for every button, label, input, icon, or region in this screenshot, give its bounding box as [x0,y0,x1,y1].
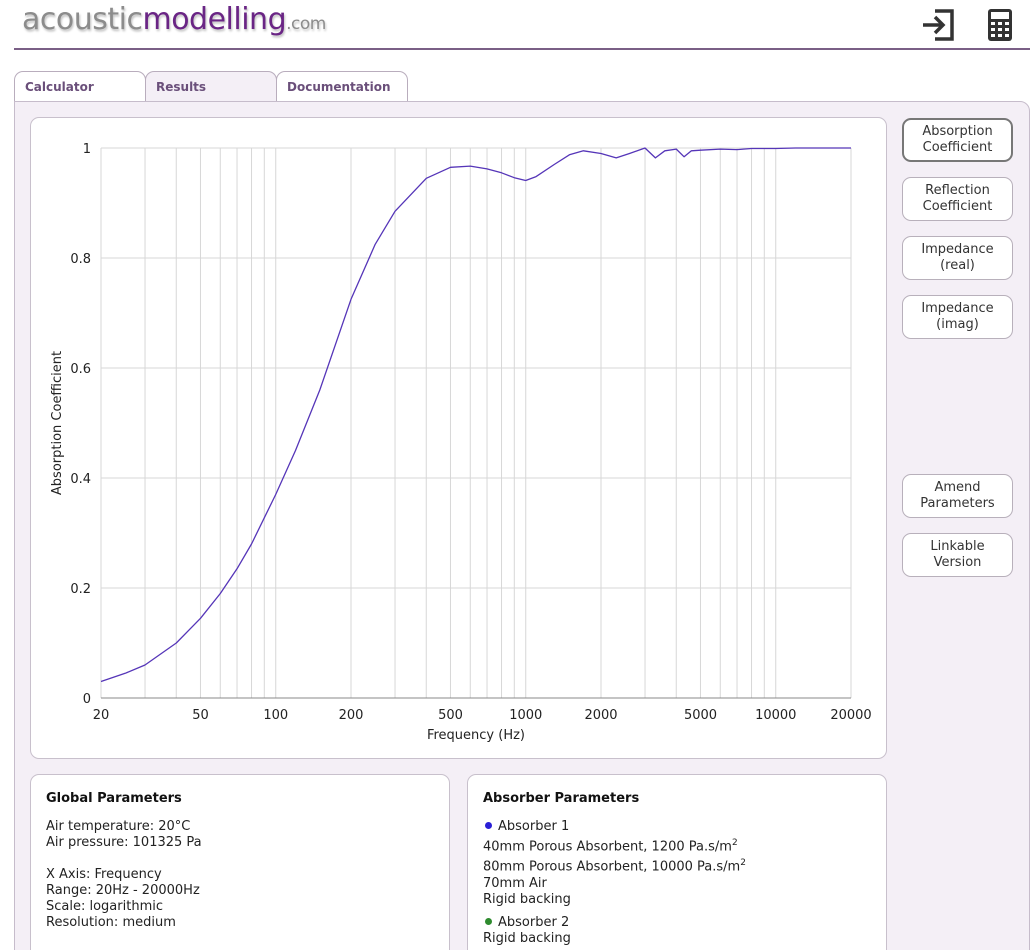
x-tick-label: 50 [192,708,209,723]
chart-container: 20 50 100 200 500 1000 2000 5000 10000 20000 0 0.2 0… [30,117,887,759]
x-tick-label: 5000 [684,708,717,723]
reflection-coefficient-button[interactable]: Reflection Coefficient [902,177,1013,221]
air-pressure: Air pressure: 101325 Pa [46,835,202,850]
series-line-absorption [100,147,851,683]
impedance-imag-button[interactable]: Impedance (imag) [902,295,1013,339]
absorber-1-layer-2-text: 80mm Porous Absorbent, 10000 Pa.s/m [483,859,741,875]
absorber-2-backing: Rigid backing [483,930,571,946]
x-tick-label: 500 [438,708,463,723]
tab-calculator[interactable]: Calculator [14,71,146,102]
login-icon[interactable] [921,8,955,42]
site-logo[interactable]: acousticmodelling.com [22,2,326,37]
absorber-1-heading: Absorber 1 [483,819,886,835]
absorber-1-layer-1-superscript: 2 [731,838,738,848]
x-tick-label: 10000 [755,708,796,723]
absorber-1-layer-2-superscript: 2 [740,858,746,869]
y-tick-label: 0.6 [70,362,91,377]
x-tick-label: 20 [93,708,110,723]
tab-results[interactable]: Results [145,71,277,103]
absorber-1-layer-1: 40mm Porous Absorbent, 1200 Pa.s/m2 [483,835,886,855]
absorber-1-backing: Rigid backing [483,891,571,907]
y-tick-label: 0.8 [70,252,91,267]
x-tick-label: 100 [263,708,288,723]
x-tick-label: 20000 [830,708,871,723]
logo-text-modelling: modelling [142,2,287,37]
absorber-1-layer-2: 80mm Porous Absorbent, 10000 Pa.s/m2 [483,855,886,875]
global-parameters-panel: Global Parameters Air temperature: 20°C … [30,774,450,950]
x-tick-label: 200 [339,708,364,723]
absorption-chart: 20 50 100 200 500 1000 2000 5000 10000 20000 0 0.2 0… [50,142,872,743]
absorber-2-color-dot [485,917,492,925]
logo-text-acoustic: acoustic [22,2,143,37]
range-setting: Range: 20Hz - 20000Hz [46,883,200,898]
y-tick-label: 0.4 [70,472,91,487]
absorber-2-name: Absorber 2 [498,914,570,930]
absorber-1-color-dot [485,822,492,829]
y-tick-label: 0.2 [70,582,91,597]
global-parameters-title: Global Parameters [46,791,182,806]
absorber-2-heading: Absorber 2 [483,915,886,931]
amend-parameters-button[interactable]: Amend Parameters [902,474,1013,518]
logo-text-com: .com [286,14,326,34]
absorber-1-layer-3: 70mm Air [483,875,547,891]
header-divider [14,48,1030,50]
calculator-icon[interactable] [985,8,1019,42]
x-axis-label: Frequency (Hz) [427,728,525,743]
y-tick-label: 0 [83,692,91,707]
tab-documentation[interactable]: Documentation [276,71,408,102]
resolution-setting: Resolution: medium [46,915,176,930]
scale-setting: Scale: logarithmic [46,899,163,914]
linkable-version-button[interactable]: Linkable Version [902,533,1013,577]
y-tick-label: 1 [83,142,91,157]
absorber-1-layer-1-text: 40mm Porous Absorbent, 1200 Pa.s/m [483,839,732,855]
header: acousticmodelling.com [0,0,1036,52]
air-temperature: Air temperature: 20°C [46,819,191,834]
x-tick-label: 2000 [584,708,617,723]
impedance-real-button[interactable]: Impedance (real) [902,236,1013,280]
absorption-coefficient-button[interactable]: Absorption Coefficient [902,118,1013,162]
absorber-parameters-title: Absorber Parameters [483,791,640,806]
x-tick-label: 1000 [509,708,542,723]
absorber-parameters-panel: Absorber Parameters Absorber 1 40mm Poro… [467,774,887,950]
absorber-1-name: Absorber 1 [498,819,570,834]
x-axis-setting: X Axis: Frequency [46,867,162,882]
y-axis-label: Absorption Coefficient [50,351,65,495]
